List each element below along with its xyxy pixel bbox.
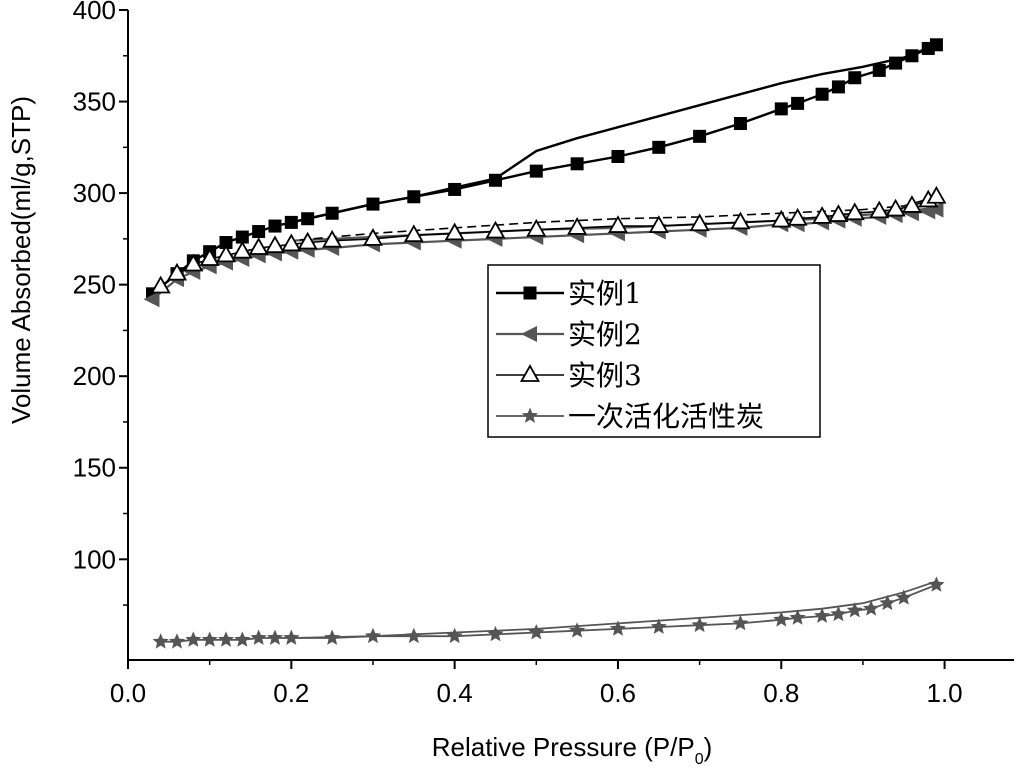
x-tick-label: 1.0 — [927, 678, 963, 708]
data-point — [406, 628, 422, 643]
data-point — [202, 631, 218, 646]
data-point — [405, 226, 422, 241]
series-1-adsorption-line — [153, 45, 937, 294]
data-point — [879, 595, 895, 610]
x-axis-title: Relative Pressure (P/P0) — [432, 732, 713, 768]
x-tick-label: 0.8 — [763, 678, 799, 708]
data-point — [267, 630, 283, 645]
data-point — [153, 633, 169, 648]
data-point — [283, 630, 299, 645]
data-point — [611, 150, 624, 163]
data-point — [530, 165, 543, 178]
data-point — [928, 576, 944, 591]
data-point — [251, 630, 267, 645]
series-1-desorption-line — [291, 45, 936, 223]
data-point — [252, 225, 265, 238]
data-point — [301, 212, 314, 225]
data-point — [285, 216, 298, 229]
data-point — [326, 207, 339, 220]
data-point — [734, 117, 747, 130]
data-point — [791, 97, 804, 110]
data-point — [324, 630, 340, 645]
legend-label: 实例1 — [568, 277, 642, 310]
data-point — [896, 589, 912, 604]
data-point — [448, 183, 461, 196]
y-tick-label: 100 — [73, 544, 116, 574]
x-tick-label: 0.6 — [600, 678, 636, 708]
x-tick-label: 0.0 — [110, 678, 146, 708]
data-point — [905, 49, 918, 62]
series-4 — [153, 576, 945, 648]
y-tick-label: 250 — [73, 270, 116, 300]
legend-label: 实例2 — [568, 318, 642, 351]
data-point — [169, 633, 185, 648]
y-tick-label: 350 — [73, 87, 116, 117]
data-point — [816, 88, 829, 101]
data-point — [487, 626, 503, 641]
data-point — [775, 102, 788, 115]
y-tick-label: 300 — [73, 178, 116, 208]
data-point — [250, 239, 267, 254]
y-axis-title: Volume Absorbed(ml/g,STP) — [6, 96, 36, 424]
data-point — [873, 64, 886, 77]
data-point — [218, 631, 234, 646]
data-point — [732, 615, 748, 630]
data-point — [268, 220, 281, 233]
data-point — [365, 628, 381, 643]
data-point — [571, 157, 584, 170]
legend-label: 实例3 — [568, 359, 642, 392]
data-point — [152, 277, 169, 292]
data-point — [234, 631, 250, 646]
data-point — [652, 141, 665, 154]
data-point — [569, 622, 585, 637]
data-point — [185, 631, 201, 646]
data-point — [366, 198, 379, 211]
data-point — [693, 130, 706, 143]
y-tick-label: 150 — [73, 453, 116, 483]
data-point — [528, 624, 544, 639]
y-tick-label: 400 — [73, 0, 116, 25]
y-tick-label: 200 — [73, 361, 116, 391]
legend-marker — [524, 287, 537, 300]
data-point — [930, 38, 943, 51]
x-tick-label: 0.4 — [437, 678, 473, 708]
data-point — [446, 224, 463, 239]
x-tick-label: 0.2 — [273, 678, 309, 708]
data-point — [848, 71, 861, 84]
data-point — [283, 235, 300, 250]
legend: 实例1 实例2 实例3 一次活化活性炭 — [488, 265, 820, 437]
data-point — [889, 57, 902, 70]
data-point — [489, 174, 502, 187]
data-point — [266, 237, 283, 252]
legend-label: 一次活化活性炭 — [568, 400, 764, 433]
data-point — [407, 190, 420, 203]
data-point — [832, 80, 845, 93]
data-point — [447, 628, 463, 643]
